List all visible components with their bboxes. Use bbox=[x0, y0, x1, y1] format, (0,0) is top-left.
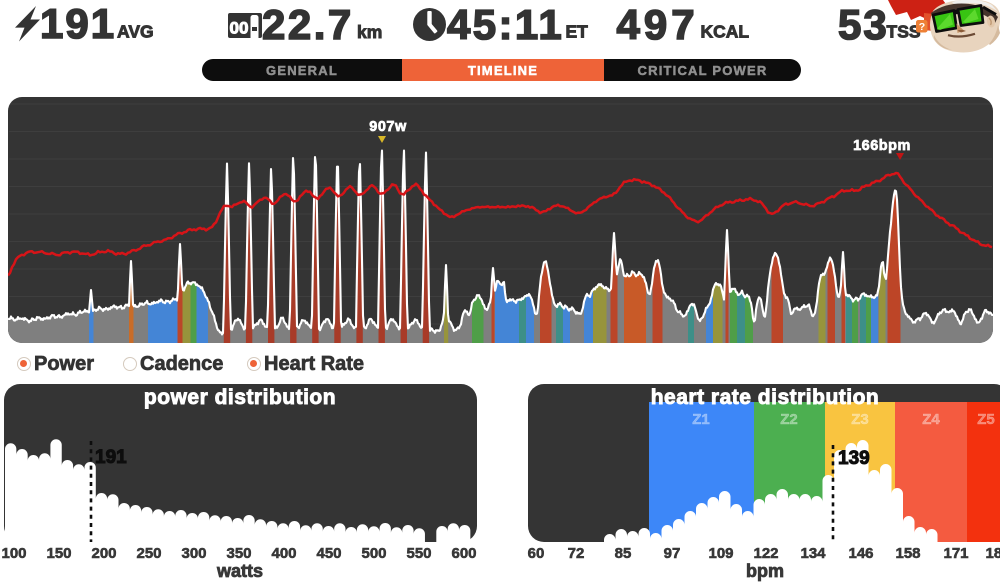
svg-text:Z3: Z3 bbox=[851, 411, 869, 428]
svg-text:500: 500 bbox=[361, 545, 386, 562]
svg-text:ET: ET bbox=[566, 22, 589, 42]
svg-text:600: 600 bbox=[451, 545, 476, 562]
svg-text:Z4: Z4 bbox=[922, 411, 940, 428]
svg-text:watts: watts bbox=[216, 561, 263, 581]
svg-text:KCAL: KCAL bbox=[701, 22, 750, 42]
svg-text:191: 191 bbox=[95, 447, 127, 468]
svg-text:Z2: Z2 bbox=[780, 411, 798, 428]
svg-text:TSS: TSS bbox=[887, 22, 921, 42]
svg-text:166bpm: 166bpm bbox=[853, 138, 911, 154]
svg-text:00: 00 bbox=[230, 19, 249, 38]
svg-text:150: 150 bbox=[46, 545, 71, 562]
svg-text:22.7: 22.7 bbox=[262, 1, 354, 48]
svg-text:139: 139 bbox=[838, 448, 870, 469]
svg-text:350: 350 bbox=[226, 545, 251, 562]
svg-text:bpm: bpm bbox=[746, 561, 784, 581]
svg-text:53: 53 bbox=[838, 1, 889, 48]
svg-text:550: 550 bbox=[406, 545, 431, 562]
svg-text:100: 100 bbox=[1, 545, 26, 562]
svg-text:72: 72 bbox=[568, 545, 585, 562]
svg-text:60: 60 bbox=[528, 545, 545, 562]
svg-text:85: 85 bbox=[615, 545, 632, 562]
svg-text:183: 183 bbox=[985, 545, 1000, 562]
svg-text:497: 497 bbox=[617, 1, 699, 48]
svg-text:200: 200 bbox=[91, 545, 116, 562]
svg-text:146: 146 bbox=[848, 545, 873, 562]
svg-text:97: 97 bbox=[664, 545, 681, 562]
svg-text:45:11: 45:11 bbox=[447, 1, 564, 48]
svg-text:300: 300 bbox=[181, 545, 206, 562]
svg-text:450: 450 bbox=[316, 545, 341, 562]
svg-text:km: km bbox=[357, 22, 382, 42]
svg-text:400: 400 bbox=[271, 545, 296, 562]
svg-text:158: 158 bbox=[895, 545, 920, 562]
svg-text:191: 191 bbox=[40, 0, 116, 47]
svg-text:Z1: Z1 bbox=[692, 411, 710, 428]
svg-text:907w: 907w bbox=[369, 119, 407, 135]
svg-text:134: 134 bbox=[800, 545, 826, 562]
svg-text:109: 109 bbox=[708, 545, 733, 562]
svg-text:?: ? bbox=[919, 21, 925, 33]
svg-text:AVG: AVG bbox=[117, 22, 154, 42]
svg-text:power distribution: power distribution bbox=[144, 386, 336, 409]
svg-text:122: 122 bbox=[753, 545, 778, 562]
svg-text:Z5: Z5 bbox=[977, 411, 995, 428]
svg-text:171: 171 bbox=[943, 545, 968, 562]
svg-text:250: 250 bbox=[136, 545, 161, 562]
svg-text:heart rate distribution: heart rate distribution bbox=[651, 386, 880, 409]
